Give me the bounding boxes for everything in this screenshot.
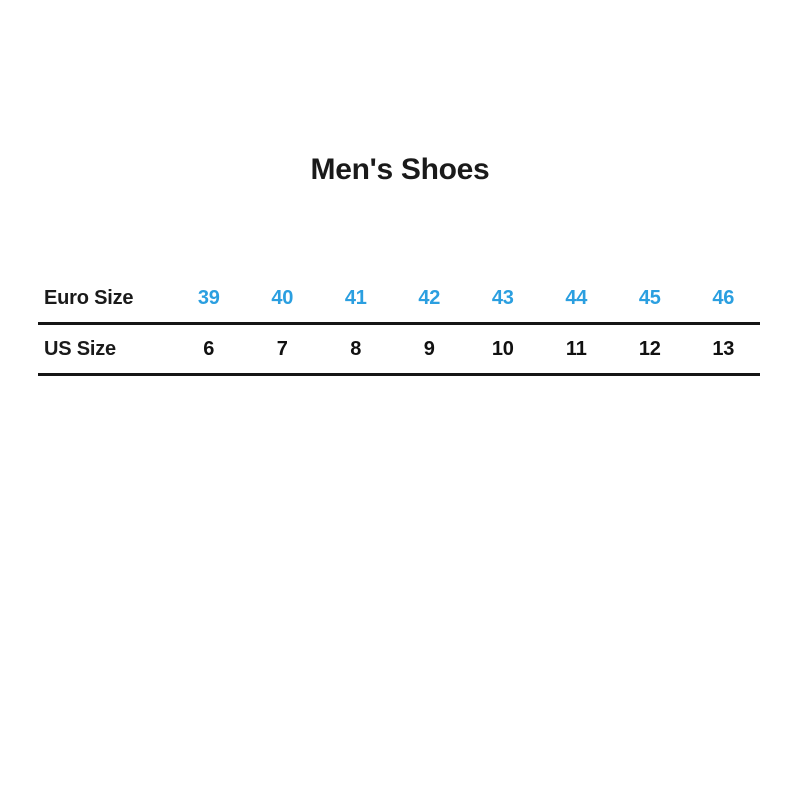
table-row-us-size: US Size 6 7 8 9 10 11 12 13 (38, 325, 760, 373)
table-cell: 11 (565, 337, 587, 360)
size-conversion-table: Euro Size 39 40 41 42 43 44 45 46 US Siz… (38, 274, 760, 376)
table-cell: 41 (344, 286, 367, 309)
table-divider-bottom (38, 373, 760, 376)
table-cell: 8 (350, 337, 362, 360)
euro-size-cells: 39 40 41 42 43 44 45 46 (172, 287, 760, 310)
table-cell: 42 (418, 286, 441, 309)
us-size-cells: 6 7 8 9 10 11 12 13 (172, 338, 760, 361)
table-cell: 39 (197, 286, 220, 309)
table-cell: 40 (271, 286, 294, 309)
table-cell: 13 (712, 337, 735, 360)
table-cell: 44 (565, 286, 588, 309)
row-header-us-size: US Size (44, 337, 116, 360)
table-divider-top (38, 322, 760, 325)
row-header-euro-size: Euro Size (44, 286, 134, 309)
table-row-euro-size: Euro Size 39 40 41 42 43 44 45 46 (38, 274, 760, 322)
table-cell: 9 (423, 337, 435, 360)
table-cell: 12 (638, 337, 661, 360)
table-cell: 45 (638, 286, 661, 309)
table-cell: 7 (276, 337, 288, 360)
page-title: Men's Shoes (310, 153, 490, 186)
table-cell: 43 (491, 286, 514, 309)
table-cell: 10 (491, 337, 514, 360)
table-cell: 6 (203, 337, 215, 360)
table-cell: 46 (712, 286, 735, 309)
